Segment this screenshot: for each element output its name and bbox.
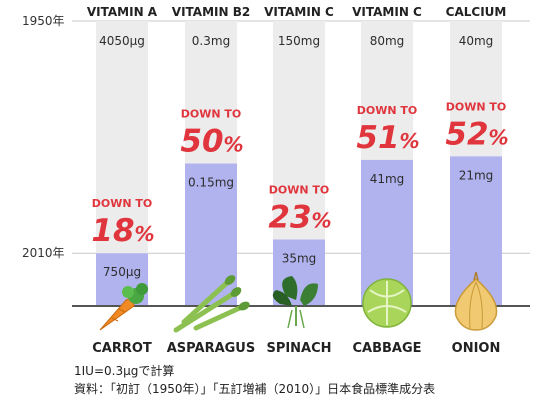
nutrient-label: VITAMIN B2 (172, 5, 250, 19)
category-label: CARROT (92, 341, 152, 356)
source-note: 資料：「初訂（1950年）」「五訂増補（2010）」日本食品標準成分表 (74, 382, 436, 396)
bar-group-cabbage: VITAMIN C 80mg 41mg DOWN TO 51% CABBAGE (352, 5, 422, 356)
bar-group-asparagus: VITAMIN B2 0.3mg 0.15mg DOWN TO 50% ASPARAGUS (167, 5, 255, 356)
value-2010-label: 0.15mg (188, 176, 234, 190)
cabbage-icon (362, 278, 412, 328)
value-1950-label: 4050μg (99, 34, 145, 48)
bar-group-onion: CALCIUM 40mg 21mg DOWN TO 52% ONION (445, 5, 508, 356)
value-1950-label: 40mg (459, 34, 494, 48)
value-2010-label: 750μg (103, 265, 141, 279)
percent-label: 52% (445, 116, 508, 152)
percent-label: 18% (91, 213, 154, 249)
category-label: SPINACH (266, 341, 331, 356)
nutrient-label: VITAMIN C (264, 5, 334, 19)
down-to-label: DOWN TO (446, 100, 507, 113)
onion-icon (454, 271, 498, 331)
value-1950-label: 0.3mg (192, 34, 230, 48)
value-2010-label: 41mg (370, 172, 405, 186)
nutrient-label: VITAMIN C (352, 5, 422, 19)
down-to-label: DOWN TO (357, 104, 418, 117)
spinach-icon (272, 276, 318, 329)
category-label: ONION (452, 341, 501, 356)
category-label: ASPARAGUS (167, 341, 255, 356)
year-label-1950: 1950年 (22, 14, 65, 28)
nutrient-label: CALCIUM (446, 5, 507, 19)
percent-label: 50% (180, 124, 243, 160)
value-2010-label: 21mg (459, 168, 494, 182)
nutrient-label: VITAMIN A (87, 5, 158, 19)
year-label-2010: 2010年 (22, 246, 65, 260)
percent-label: 51% (356, 120, 419, 156)
asparagus-icon (173, 275, 250, 333)
value-1950-label: 80mg (370, 34, 405, 48)
down-to-label: DOWN TO (92, 197, 153, 210)
unit-note: 1IU=0.3μgで計算 (74, 364, 175, 378)
bar-group-carrot: VITAMIN A 4050μg 750μg DOWN TO 18% CARROT (87, 5, 158, 356)
carrot-icon (99, 283, 148, 331)
down-to-label: DOWN TO (269, 184, 330, 197)
bar-group-spinach: VITAMIN C 150mg 35mg DOWN TO 23% SPINACH (264, 5, 334, 356)
percent-label: 23% (268, 200, 331, 236)
value-1950-label: 150mg (278, 34, 320, 48)
category-label: CABBAGE (352, 341, 421, 356)
value-2010-label: 35mg (282, 252, 317, 266)
down-to-label: DOWN TO (181, 108, 242, 121)
